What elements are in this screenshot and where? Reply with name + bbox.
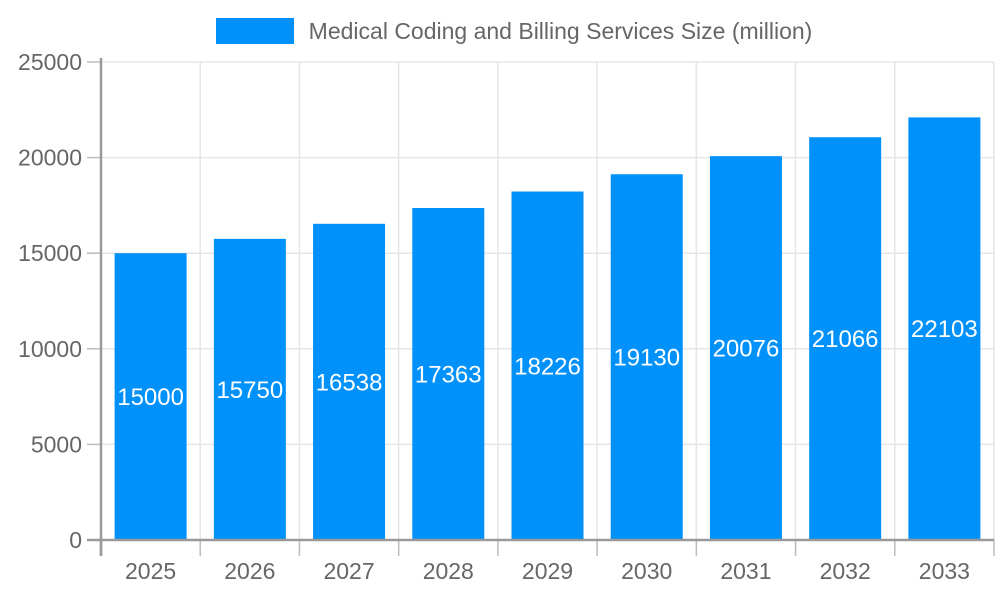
y-tick-label: 5000 — [31, 431, 82, 457]
bar-2032[interactable] — [809, 137, 882, 540]
legend-swatch — [215, 18, 294, 44]
bar-2029[interactable] — [511, 191, 584, 541]
bar-value-label: 15000 — [117, 384, 184, 411]
bar-2031[interactable] — [709, 156, 782, 540]
x-tick-label: 2025 — [125, 558, 176, 584]
bar-value-label: 17363 — [415, 362, 482, 389]
x-tick-label: 2033 — [919, 558, 970, 584]
bar-2027[interactable] — [313, 223, 386, 540]
x-tick-label: 2026 — [224, 558, 275, 584]
bar-2033[interactable] — [908, 117, 981, 541]
bar-2026[interactable] — [213, 238, 286, 541]
bar-value-label: 20076 — [713, 336, 780, 363]
x-tick-label: 2032 — [820, 558, 871, 584]
bar-value-label: 16538 — [316, 369, 383, 396]
bar-2028[interactable] — [412, 208, 485, 540]
x-tick-label: 2027 — [323, 558, 374, 584]
y-tick-label: 20000 — [18, 145, 82, 171]
bar-value-label: 18226 — [514, 353, 581, 380]
y-tick-label: 15000 — [18, 240, 82, 266]
x-tick-label: 2028 — [423, 558, 474, 584]
bar-value-label: 15750 — [216, 377, 283, 404]
bar-value-label: 19130 — [613, 345, 680, 372]
bar-value-label: 21066 — [812, 326, 879, 353]
y-tick-label: 0 — [69, 527, 82, 553]
bar-value-label: 22103 — [911, 316, 978, 343]
legend[interactable]: Medical Coding and Billing Services Size… — [14, 16, 1000, 46]
bar-2025[interactable] — [114, 253, 187, 540]
y-tick-label: 10000 — [18, 336, 82, 362]
bar-2030[interactable] — [610, 174, 683, 540]
y-tick-label: 25000 — [18, 49, 82, 75]
x-tick-label: 2029 — [522, 558, 573, 584]
x-tick-label: 2031 — [720, 558, 771, 584]
legend-label: Medical Coding and Billing Services Size… — [308, 17, 813, 44]
x-tick-label: 2030 — [621, 558, 672, 584]
